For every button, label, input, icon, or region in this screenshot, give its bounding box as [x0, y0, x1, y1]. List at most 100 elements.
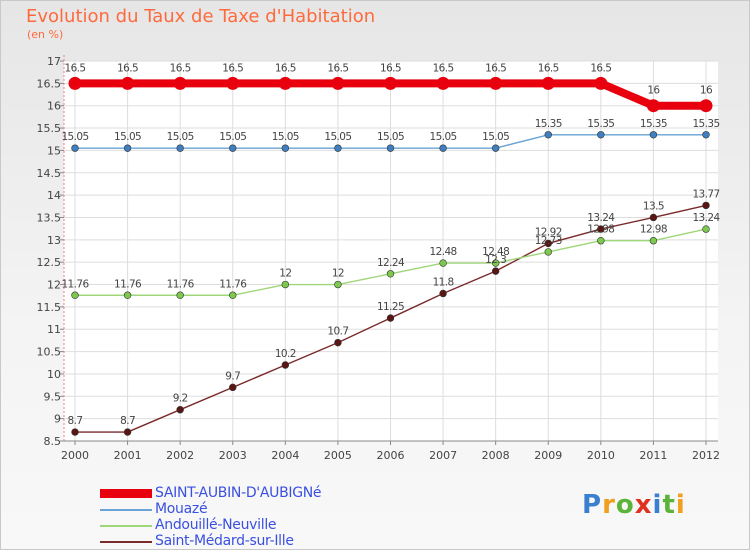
y-tick-label: 9 — [54, 413, 61, 426]
y-tick-label: 17 — [47, 55, 61, 68]
y-tick-label: 15 — [47, 144, 61, 157]
y-tick-label: 9.5 — [44, 390, 62, 403]
data-label: 8.7 — [120, 415, 135, 427]
data-point — [176, 291, 184, 299]
data-label: 12.48 — [482, 246, 509, 258]
y-tick-label: 11.5 — [37, 301, 62, 314]
y-tick-label: 11 — [47, 323, 61, 336]
data-point — [544, 248, 552, 256]
y-tick-label: 14.5 — [37, 167, 62, 180]
data-label: 15.05 — [430, 131, 457, 143]
proxiti-logo: Proxiti — [582, 490, 686, 520]
data-label: 11.76 — [61, 278, 89, 290]
x-tick-label: 2012 — [692, 449, 720, 462]
data-point — [439, 289, 447, 298]
y-tick-label: 13.5 — [37, 211, 62, 224]
data-label: 15.35 — [640, 118, 667, 130]
data-label: 15.05 — [377, 131, 404, 143]
data-label: 15.05 — [272, 131, 299, 143]
chart-subtitle: (en %) — [27, 28, 64, 41]
data-point — [597, 237, 605, 245]
data-label: 16.5 — [65, 62, 86, 74]
data-label: 11.76 — [167, 278, 195, 290]
data-label: 13.24 — [587, 212, 615, 224]
data-point — [541, 76, 555, 90]
data-point — [491, 144, 500, 152]
legend-swatch — [100, 541, 152, 543]
data-label: 16.5 — [380, 62, 401, 74]
x-tick-label: 2009 — [534, 449, 562, 462]
data-point — [594, 76, 608, 90]
data-point — [71, 291, 79, 299]
data-label: 15.05 — [167, 131, 194, 143]
x-tick-label: 2011 — [639, 449, 667, 462]
x-tick-label: 2007 — [429, 449, 457, 462]
data-point — [334, 280, 342, 289]
data-point — [699, 99, 713, 113]
legend-swatch — [100, 509, 152, 511]
data-point — [439, 144, 447, 152]
data-label: 15.05 — [219, 131, 246, 143]
data-label: 12.3 — [485, 254, 506, 266]
legend-label: SAINT-AUBIN-D'AUBIGNé — [155, 485, 322, 501]
chart-title: Evolution du Taux de Taxe d'Habitation — [26, 6, 376, 27]
data-point — [386, 314, 395, 322]
data-label: 12.98 — [640, 224, 667, 236]
data-point — [229, 383, 237, 392]
y-tick-label: 16 — [47, 100, 61, 113]
data-point — [123, 428, 132, 436]
legend-swatch — [100, 525, 152, 527]
data-label: 15.35 — [692, 118, 719, 130]
data-label: 15.05 — [482, 131, 509, 143]
data-point — [229, 291, 237, 299]
legend-label: Andouillé-Neuville — [155, 517, 277, 533]
data-label: 16.5 — [222, 62, 243, 74]
data-point — [439, 259, 447, 267]
data-label: 15.05 — [114, 131, 141, 143]
data-point — [649, 237, 658, 245]
data-label: 16.5 — [485, 62, 506, 74]
x-tick-label: 2002 — [166, 449, 194, 462]
data-point — [386, 144, 395, 152]
data-point — [597, 225, 605, 233]
x-tick-label: 2005 — [324, 449, 352, 462]
x-tick-label: 2003 — [219, 449, 247, 462]
data-label: 11.76 — [219, 278, 247, 290]
y-tick-label: 14 — [47, 189, 61, 202]
data-point — [491, 259, 500, 267]
data-label: 13.5 — [643, 200, 664, 212]
data-point — [176, 144, 184, 152]
data-label: 12.98 — [587, 224, 614, 236]
data-point — [123, 144, 132, 152]
data-point — [121, 76, 135, 90]
data-point — [649, 131, 658, 139]
data-label: 16.5 — [170, 62, 191, 74]
data-point — [646, 99, 660, 113]
data-label: 12.24 — [377, 257, 405, 269]
data-label: 11.76 — [114, 278, 142, 290]
data-label: 16 — [647, 85, 660, 97]
data-point — [386, 270, 395, 278]
x-tick-label: 2000 — [61, 449, 89, 462]
data-point — [489, 76, 503, 90]
data-point — [71, 144, 79, 152]
data-label: 16.5 — [590, 62, 611, 74]
data-point — [281, 361, 290, 369]
data-label: 12.48 — [430, 246, 457, 258]
x-tick-label: 2006 — [377, 449, 405, 462]
data-point — [68, 76, 82, 90]
data-label: 15.35 — [535, 118, 562, 130]
x-tick-label: 2001 — [114, 449, 142, 462]
data-point — [702, 225, 710, 233]
data-label: 11.8 — [433, 276, 454, 288]
data-point — [702, 131, 710, 139]
data-label: 16.5 — [538, 62, 559, 74]
data-label: 13.24 — [692, 212, 720, 224]
data-point — [281, 280, 290, 289]
data-label: 10.7 — [327, 326, 348, 338]
y-tick-label: 8.5 — [44, 435, 62, 448]
data-point — [491, 267, 500, 275]
legend-label: Saint-Médard-sur-Ille — [155, 533, 294, 549]
y-tick-label: 13 — [47, 234, 61, 247]
